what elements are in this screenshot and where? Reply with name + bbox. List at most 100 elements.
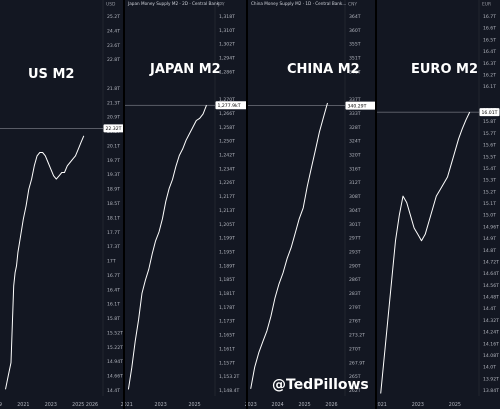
y-tick-label: 355T [349, 42, 361, 48]
y-tick-label: 1,157T [219, 360, 235, 366]
x-tick-label: 2025 [449, 402, 461, 408]
current-price-label-box [103, 124, 125, 133]
m2-series-line [380, 111, 471, 394]
y-tick-label: 15.5T [483, 154, 496, 160]
x-tick-label: 2021 [17, 402, 29, 408]
x-tick-label: 2023 [45, 402, 57, 408]
panel-separator [375, 0, 377, 409]
y-tick-label: 1,302T [219, 42, 235, 48]
y-tick-label: 283T [349, 291, 361, 297]
panel-background [125, 0, 248, 409]
m2-series-line [250, 102, 328, 389]
y-tick-label: 16.4T [483, 49, 496, 55]
y-tick-label: 14.4T [483, 306, 496, 312]
panel-background [377, 0, 500, 409]
y-tick-label: 337T [349, 97, 361, 103]
x-tick-label: 2026 [325, 402, 337, 408]
y-tick-label: 14.0T [483, 365, 496, 371]
y-tick-label: 13.84T [483, 388, 499, 394]
y-tick-label: 1,294T [219, 56, 235, 62]
y-tick-label: 18.9T [107, 187, 120, 193]
y-tick-label: 320T [349, 153, 361, 159]
y-tick-label: 1,318T [219, 14, 235, 20]
y-tick-label: 14.72T [483, 259, 499, 265]
currency-unit: JPY [217, 2, 225, 8]
y-tick-label: 262T [349, 388, 361, 394]
y-tick-label: 346T [349, 69, 361, 75]
y-tick-label: 19.3T [107, 172, 120, 178]
y-tick-label: 270T [349, 346, 361, 352]
x-tick-label: 2026 [86, 402, 98, 408]
y-tick-label: 328T [349, 125, 361, 131]
y-tick-label: 1,161T [219, 346, 235, 352]
y-tick-label: 21.3T [107, 100, 120, 106]
y-tick-label: 1,148.4T [219, 388, 240, 394]
y-tick-label: 273.2T [349, 333, 365, 339]
currency-unit: EUR [482, 2, 491, 8]
y-tick-label: 16.5T [483, 37, 496, 43]
y-tick-label: 13.92T [483, 376, 499, 382]
x-tick-label: 2023 [155, 402, 167, 408]
y-tick-label: 265T [349, 374, 361, 380]
panel-title: CHINA M2 [287, 62, 360, 77]
y-tick-label: 1,286T [219, 69, 235, 75]
y-tick-label: 14.56T [483, 283, 499, 289]
y-tick-label: 297T [349, 236, 361, 242]
m2-series-line [127, 105, 207, 390]
y-tick-label: 15.22T [107, 345, 123, 351]
current-price-label-box [479, 108, 500, 117]
y-tick-label: 1,173T [219, 319, 235, 325]
x-tick-label: 2025 [72, 402, 84, 408]
y-tick-label: 24.4T [107, 28, 120, 34]
y-tick-label: 14.16T [483, 341, 499, 347]
x-tick-label: 2025 [189, 402, 201, 408]
x-tick-label: 2023 [412, 402, 424, 408]
y-tick-label: 16.3T [483, 61, 496, 67]
y-tick-label: 14.64T [483, 271, 499, 277]
y-tick-label: 1,185T [219, 277, 235, 283]
y-tick-label: 15.1T [483, 201, 496, 207]
panel-title: EURO M2 [411, 62, 478, 77]
x-tick-label: 2019 [0, 402, 2, 408]
y-tick-label: 15.4T [483, 166, 496, 172]
y-tick-label: 14.9T [483, 236, 496, 242]
panel-background [248, 0, 377, 409]
series-header: Japan Money Supply M2 · 2D · Central Ban… [127, 1, 223, 6]
chart-panel-2: Japan Money Supply M2 · 2D · Central Ban… [121, 0, 248, 409]
y-tick-label: 14.4T [107, 388, 120, 394]
panel-background [0, 0, 125, 409]
y-tick-label: 1,189T [219, 263, 235, 269]
y-tick-label: 308T [349, 194, 361, 200]
y-tick-label: 279T [349, 305, 361, 311]
y-tick-label: 1,258T [219, 125, 235, 131]
y-tick-label: 1,165T [219, 333, 235, 339]
chart-panel-1: USD 25.2T 24.4T 23.6T 22.8T 21.8T 21.3T 20.9T 20… [0, 0, 125, 409]
series-header: China Money Supply M2 · 1D · Central Ban… [251, 1, 346, 6]
y-tick-label: 15.2T [483, 189, 496, 195]
current-price-label: 1,277.9kT [218, 103, 241, 109]
y-tick-label: 22.8T [107, 57, 120, 63]
panel-separator [123, 0, 125, 409]
y-tick-label: 1,234T [219, 166, 235, 172]
chart-panel-4: EUR 16.7T 16.6T 16.5T 16.4T 16.3T 16.2T 16.1T 15… [375, 0, 500, 409]
x-tick-label: 2024 [272, 402, 284, 408]
currency-unit: CNY [348, 2, 357, 8]
y-tick-label: 1,217T [219, 194, 235, 200]
y-tick-label: 324T [349, 139, 361, 145]
y-tick-label: 1,242T [219, 153, 235, 159]
y-tick-label: 1,205T [219, 222, 235, 228]
y-tick-label: 276T [349, 319, 361, 325]
y-tick-label: 1,226T [219, 180, 235, 186]
m2-series-line [5, 135, 85, 390]
panel-separator [246, 0, 248, 409]
y-tick-label: 301T [349, 222, 361, 228]
y-tick-label: 14.96T [483, 224, 499, 230]
x-tick-label: 2025 [298, 402, 310, 408]
current-price-label: 22.32T [106, 126, 122, 132]
y-tick-label: 15.6T [483, 143, 496, 149]
y-tick-label: 14.32T [483, 318, 499, 324]
y-tick-label: 23.6T [107, 43, 120, 49]
y-tick-label: 304T [349, 208, 361, 214]
y-tick-label: 15.7T [483, 131, 496, 137]
y-tick-label: 1,213T [219, 208, 235, 214]
